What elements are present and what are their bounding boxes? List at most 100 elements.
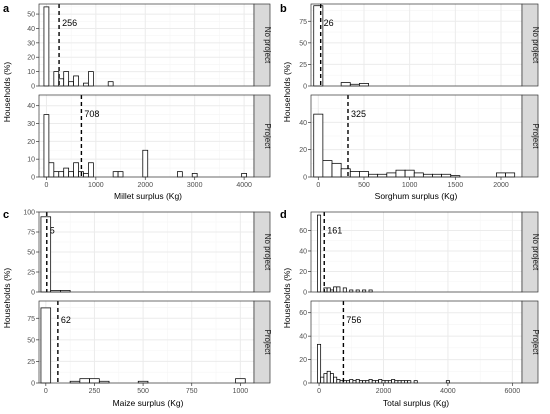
histogram-bar (400, 380, 405, 384)
histogram-bar (320, 376, 325, 384)
y-tick-label: 0 (31, 84, 35, 91)
histogram-bar (362, 380, 367, 384)
facet-strip-label: No project (531, 27, 540, 64)
histogram-bar (352, 380, 357, 384)
panel-tag: b (280, 3, 287, 15)
y-axis-title: Households (%) (282, 268, 292, 329)
mean-label: 708 (84, 109, 99, 119)
histogram-bar (317, 214, 322, 293)
histogram-bar (73, 75, 79, 87)
histogram-bar (340, 168, 351, 178)
histogram-bar (88, 162, 94, 178)
panel-frame (310, 300, 523, 384)
histogram-bar (394, 380, 399, 384)
facet-strip (253, 94, 271, 178)
histogram-bar (413, 172, 424, 178)
y-tick-label: 20 (299, 147, 307, 154)
y-tick-label: 20 (299, 269, 307, 276)
histogram-bar (333, 286, 338, 293)
y-tick-label: 60 (299, 310, 307, 317)
panel-tag: a (3, 3, 10, 15)
histogram-bar (342, 287, 347, 293)
x-tick-label: 0 (316, 182, 320, 189)
histogram-bar (445, 380, 450, 384)
facet-strip (253, 3, 271, 87)
y-axis-title: Households (%) (282, 62, 292, 123)
y-tick-label: 0 (303, 381, 307, 388)
facet-strip (253, 300, 271, 384)
x-tick-label: 0 (44, 388, 48, 395)
histogram-bar (326, 287, 331, 293)
facet-no-project: 161 0 20 40 60 No project (299, 211, 540, 297)
panel-tag: c (3, 209, 9, 221)
histogram-bar (88, 71, 94, 87)
y-axis-title: Households (%) (2, 268, 12, 329)
x-tick-label: 1500 (448, 182, 464, 189)
mean-label: 325 (351, 109, 366, 119)
histogram-bar (83, 82, 89, 87)
histogram-bar (346, 380, 351, 384)
histogram-bar (407, 380, 412, 384)
histogram-bar (413, 380, 418, 384)
x-tick-label: 0 (44, 182, 48, 189)
histogram-bar (53, 171, 60, 178)
y-tick-label: 75 (299, 19, 307, 26)
facet-project: 756 0 20 40 60 Project 0 2000 4000 6000 (299, 300, 540, 395)
x-axis-title: Maize surplus (Kg) (113, 398, 184, 408)
histogram-bar (333, 376, 338, 384)
histogram-bar (177, 171, 183, 178)
y-tick-label: 50 (27, 12, 35, 19)
x-tick-label: 750 (186, 388, 198, 395)
x-tick-label: 1000 (88, 182, 104, 189)
histogram-bar (63, 167, 70, 178)
histogram-bar (336, 379, 341, 384)
y-tick-label: 0 (303, 290, 307, 297)
histogram-bar (48, 162, 55, 178)
x-tick-label: 1000 (402, 182, 418, 189)
x-axis-title: Millet surplus (Kg) (114, 191, 182, 201)
histogram-bar (384, 380, 389, 384)
y-tick-label: 0 (303, 175, 307, 182)
y-tick-label: 40 (27, 26, 35, 33)
histogram-bar (404, 380, 409, 384)
histogram-bar (323, 373, 328, 384)
facet-strip (521, 94, 539, 178)
histogram-bar (107, 81, 114, 87)
y-tick-label: 20 (27, 55, 35, 62)
histogram-bar (68, 171, 74, 178)
facet-project: 325 0 20 40 Project 0 500 1000 1500 2000 (299, 94, 540, 189)
histogram-bar (386, 172, 397, 178)
histogram-bar (422, 173, 433, 178)
histogram-bar (329, 373, 334, 384)
mean-label: 256 (62, 18, 77, 28)
histogram-bar (112, 171, 119, 178)
histogram-bar (358, 380, 363, 384)
y-tick-label: 50 (299, 40, 307, 47)
panel-b: b 26 0 25 50 75 No project 325 0 20 40 Project 0 500 1… (280, 3, 540, 201)
y-tick-label: 100 (23, 210, 35, 217)
histogram-bar (375, 380, 380, 384)
histogram-bar (336, 286, 341, 293)
panel-tag: d (280, 209, 287, 221)
histogram-bar (58, 171, 65, 178)
y-tick-label: 10 (27, 69, 35, 76)
y-tick-label: 0 (303, 84, 307, 91)
histogram-bar (365, 380, 370, 384)
histogram-bar (191, 173, 198, 178)
facet-strip-label: Project (531, 124, 540, 150)
histogram-bar (322, 160, 333, 178)
y-tick-label: 25 (27, 270, 35, 277)
y-tick-label: 75 (27, 316, 35, 323)
histogram-bar (142, 149, 149, 178)
histogram-bar (43, 6, 50, 87)
y-axis-title: Households (%) (2, 62, 12, 123)
x-tick-label: 3000 (187, 182, 203, 189)
histogram-bar (355, 379, 360, 384)
histogram-bar (68, 81, 74, 87)
histogram-bar (378, 379, 383, 384)
facet-strip-label: No project (263, 234, 272, 271)
histogram-bar (377, 173, 388, 178)
y-tick-label: 20 (299, 357, 307, 364)
facet-no-project: 26 0 25 50 75 No project (299, 3, 540, 91)
